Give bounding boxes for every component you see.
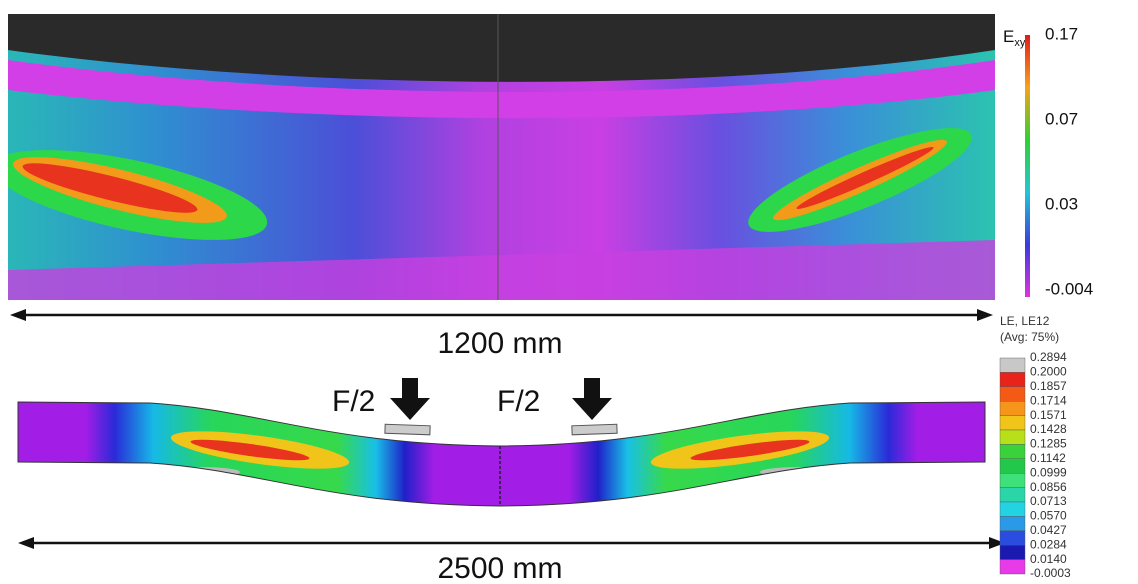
legend-swatch (1000, 560, 1025, 574)
legend-value: 0.1142 (1030, 451, 1066, 465)
legend-title: LE, LE12 (1000, 314, 1050, 328)
load-label: F/2 (497, 385, 540, 418)
legend-subtitle: (Avg: 75%) (1000, 330, 1059, 344)
legend-swatch (1000, 473, 1025, 487)
load-arrow (572, 378, 612, 420)
load-plate (385, 424, 430, 435)
load-plate (572, 424, 617, 435)
colorbar (1025, 35, 1030, 297)
colorbar-tick-label: 0.17 (1045, 24, 1078, 43)
colorbar-label-sub: xy (1014, 37, 1026, 49)
colorbar-tick-label: 0.07 (1045, 109, 1078, 128)
figure: Exy 1200 mm F/2 F/2 2500 mm LE, LE12 (Av… (0, 0, 1138, 584)
legend-value: 0.2894 (1030, 350, 1067, 364)
legend-value: 0.1285 (1030, 437, 1067, 451)
legend-swatch (1000, 459, 1025, 473)
legend-value: 0.1714 (1030, 393, 1067, 407)
legend-swatch (1000, 502, 1025, 516)
legend-value: 0.0999 (1030, 465, 1067, 479)
load-label: F/2 (332, 385, 375, 418)
load-arrow (390, 378, 430, 420)
colorbar-tick-label: 0.03 (1045, 194, 1078, 213)
legend-swatch (1000, 372, 1025, 386)
legend-swatch (1000, 444, 1025, 458)
legend-value: -0.0003 (1030, 566, 1071, 580)
colorbar-label: Exy (1003, 27, 1026, 48)
legend-value: 0.1428 (1030, 422, 1067, 436)
legend-value: 0.0284 (1030, 537, 1067, 551)
legend-swatch (1000, 488, 1025, 502)
legend-swatch (1000, 545, 1025, 559)
legend-value: 0.0427 (1030, 523, 1067, 537)
legend-swatch (1000, 430, 1025, 444)
legend-swatch (1000, 516, 1025, 530)
legend-value: 0.0140 (1030, 552, 1067, 566)
colorbar-tick-label: -0.004 (1045, 279, 1093, 298)
legend-swatch (1000, 416, 1025, 430)
legend-value: 0.2000 (1030, 365, 1067, 379)
legend-swatch (1000, 401, 1025, 415)
dimension-label: 1200 mm (437, 327, 562, 360)
legend-swatch (1000, 387, 1025, 401)
legend-swatch (1000, 531, 1025, 545)
legend-value: 0.1571 (1030, 408, 1067, 422)
colorbar-label-main: E (1003, 27, 1014, 46)
legend-swatch (1000, 358, 1025, 372)
dimension-label: 2500 mm (437, 552, 562, 584)
legend-value: 0.0713 (1030, 494, 1067, 508)
legend-value: 0.1857 (1030, 379, 1067, 393)
legend-value: 0.0856 (1030, 480, 1067, 494)
legend-value: 0.0570 (1030, 509, 1067, 523)
